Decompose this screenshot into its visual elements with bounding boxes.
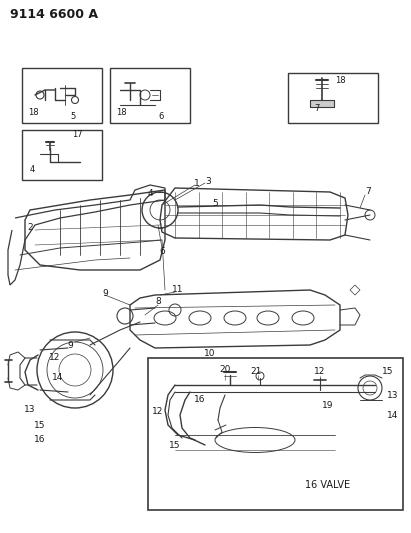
Text: 8: 8 [155, 297, 161, 306]
Text: 6: 6 [159, 247, 165, 256]
Text: 13: 13 [387, 392, 399, 400]
Text: 17: 17 [72, 130, 83, 139]
Text: 15: 15 [169, 440, 181, 449]
Text: 16: 16 [194, 395, 206, 405]
Text: 9114 6600 A: 9114 6600 A [10, 8, 98, 21]
Text: 15: 15 [382, 367, 394, 376]
Text: 18: 18 [116, 108, 127, 117]
Text: 16: 16 [34, 435, 46, 445]
Text: 6: 6 [158, 112, 164, 121]
Text: 12: 12 [314, 367, 326, 376]
Text: 20: 20 [219, 366, 231, 375]
Text: 16 VALVE: 16 VALVE [305, 480, 350, 490]
Text: 7: 7 [314, 104, 319, 113]
Text: 11: 11 [172, 286, 184, 295]
Text: 1: 1 [194, 179, 200, 188]
Text: 19: 19 [322, 400, 334, 409]
Text: 21: 21 [250, 367, 262, 376]
Text: 4: 4 [147, 189, 153, 198]
Bar [110, 68, 190, 123]
Bar [22, 68, 102, 123]
Polygon shape [310, 100, 334, 107]
Text: 5: 5 [212, 198, 218, 207]
Text: 12: 12 [152, 408, 164, 416]
Bar [22, 130, 102, 180]
Text: 14: 14 [52, 374, 64, 383]
Text: 10: 10 [204, 349, 216, 358]
Text: 15: 15 [34, 421, 46, 430]
Text: 18: 18 [335, 76, 346, 85]
Bar [288, 73, 378, 123]
Text: 7: 7 [365, 188, 371, 197]
Bar [148, 358, 403, 510]
Text: 13: 13 [24, 406, 36, 415]
Text: 5: 5 [70, 112, 75, 121]
Text: 14: 14 [387, 410, 399, 419]
Text: 18: 18 [28, 108, 39, 117]
Text: 9: 9 [102, 288, 108, 297]
Text: 3: 3 [205, 176, 211, 185]
Text: 4: 4 [30, 165, 35, 174]
Text: 12: 12 [49, 353, 61, 362]
Text: 2: 2 [27, 223, 33, 232]
Text: 9: 9 [67, 341, 73, 350]
